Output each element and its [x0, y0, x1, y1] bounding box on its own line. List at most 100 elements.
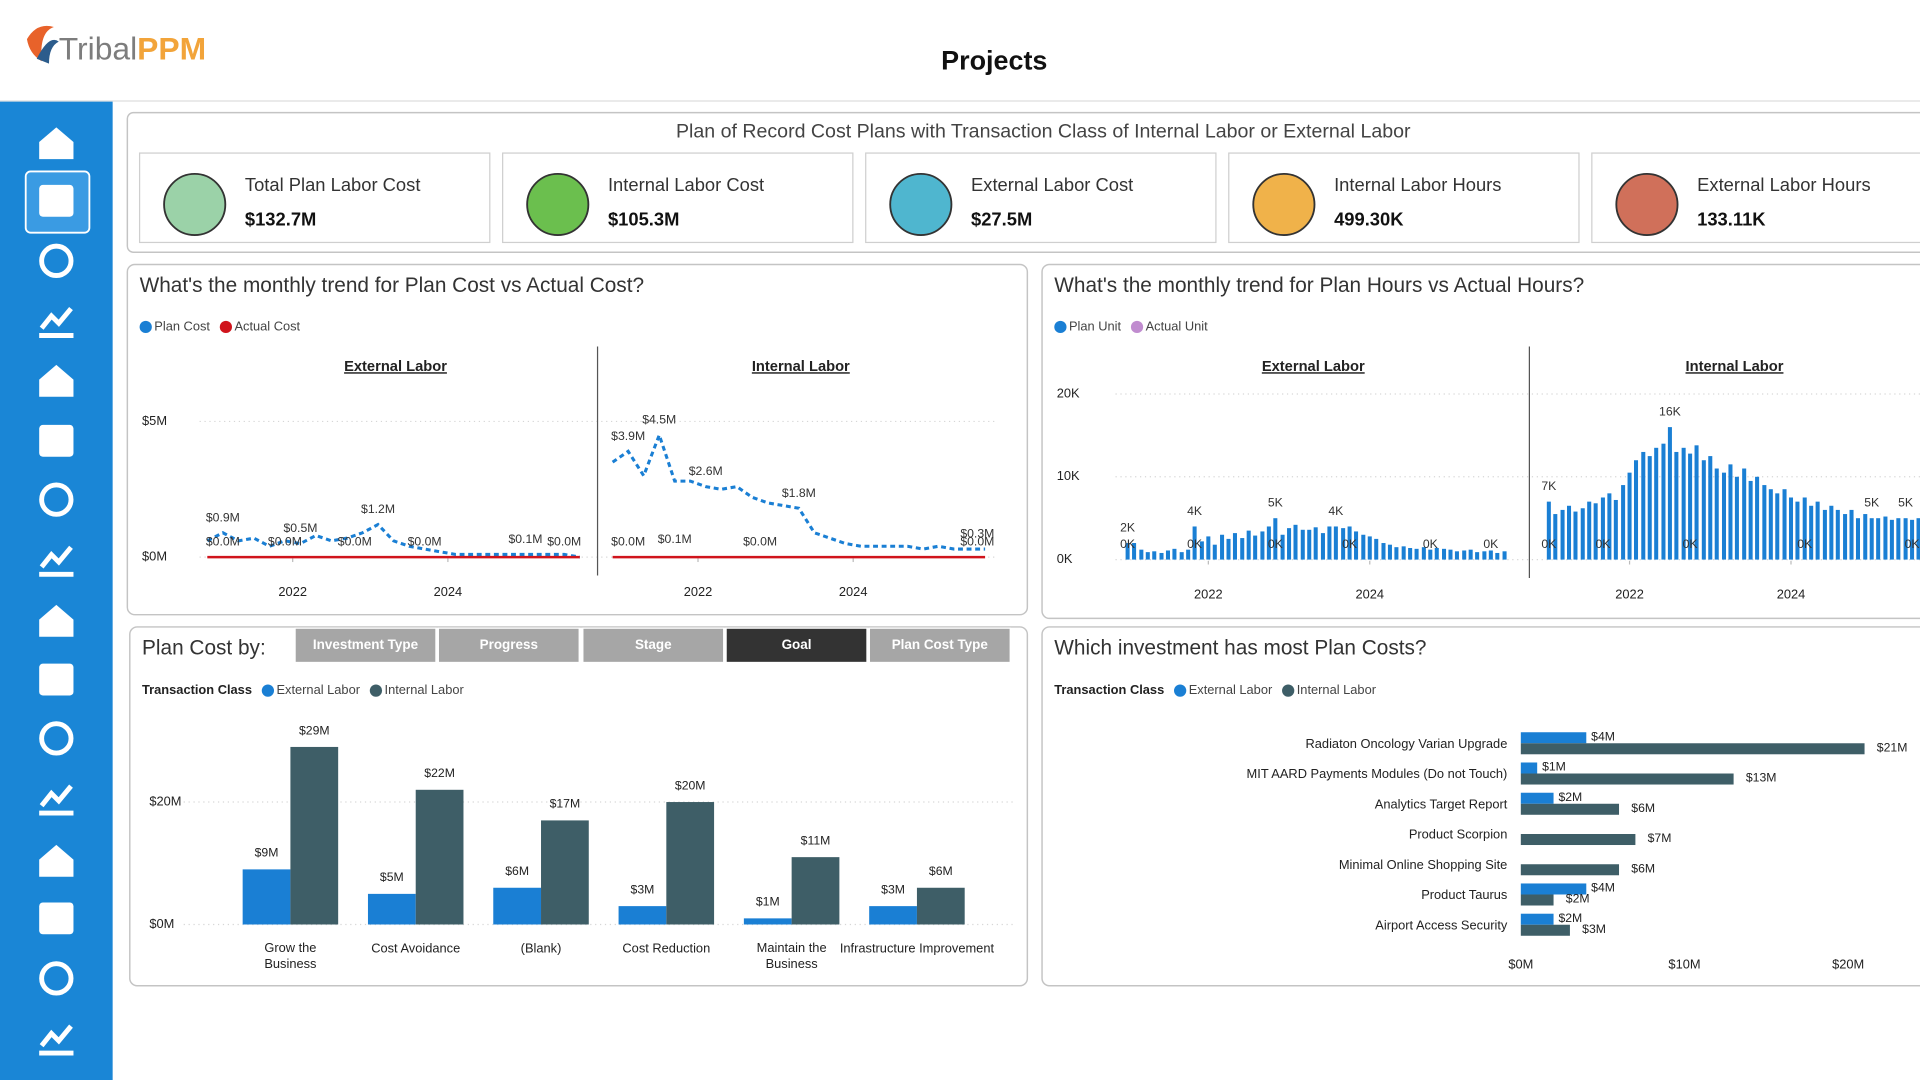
tab[interactable] [582, 627, 725, 664]
logo[interactable]: TribalPPM [26, 25, 206, 67]
bar [1822, 509, 1827, 560]
bar [1313, 527, 1318, 560]
data-label: 16K [1659, 405, 1682, 419]
data-label: $29M [299, 723, 330, 737]
nav-icon[interactable] [39, 844, 74, 877]
nav-icon[interactable] [39, 663, 74, 696]
bar [1855, 518, 1861, 560]
icon-shape [39, 545, 74, 577]
kpi-value: 499.30K [1334, 208, 1404, 229]
bar [1206, 536, 1211, 560]
nav-icon[interactable] [39, 961, 74, 996]
icon-shape [39, 1024, 74, 1056]
data-label: 0K [1541, 537, 1557, 551]
y-tick-label: $0M [149, 916, 174, 931]
nav-icon[interactable] [39, 721, 74, 756]
data-label: 4K [1328, 504, 1344, 518]
tab-label[interactable]: Goal [782, 637, 812, 652]
kpi-icon [1615, 172, 1679, 237]
header [0, 0, 1920, 101]
bar [1394, 547, 1399, 560]
tab[interactable] [437, 627, 580, 664]
bar [1688, 453, 1693, 560]
data-label: $4.5M [642, 413, 676, 427]
kpi-value: 133.11K [1697, 208, 1766, 229]
page-title: Projects [941, 46, 1047, 76]
tab[interactable] [868, 627, 1011, 664]
bar [1253, 535, 1258, 560]
bar [1226, 538, 1231, 560]
x-tick-label: 2024 [1777, 586, 1806, 601]
data-label: $3M [631, 882, 655, 896]
bar [1916, 518, 1920, 560]
nav-icon[interactable] [39, 1024, 74, 1056]
x-tick-label: 2022 [1194, 586, 1223, 601]
kpi-icon [163, 172, 227, 237]
bar [1587, 501, 1592, 560]
x-tick-label: Grow the Business [264, 940, 316, 971]
x-tick-label: Maintain the Business [757, 940, 827, 971]
data-label: $7M [1648, 831, 1672, 845]
nav-icon[interactable] [39, 604, 74, 637]
nav-icon[interactable] [39, 424, 74, 457]
bar [1165, 550, 1170, 560]
bar [1434, 548, 1439, 560]
nav-icon[interactable] [39, 545, 74, 577]
nav-icon[interactable] [39, 307, 74, 338]
bar [1667, 427, 1672, 560]
legend-swatch [219, 320, 233, 334]
data-label: $0.0M [408, 535, 442, 549]
bar [1714, 468, 1719, 560]
data-label: $2.6M [689, 464, 723, 478]
bar [1212, 544, 1217, 560]
bar [1889, 519, 1894, 560]
kpi-label: Total Plan Labor Cost [245, 174, 421, 195]
nav-icon[interactable] [39, 482, 74, 517]
data-label: 0K [1797, 537, 1813, 551]
nav-icon[interactable] [39, 902, 74, 935]
legend-swatch [261, 684, 275, 697]
nav-icon[interactable] [39, 784, 74, 816]
bar [1495, 552, 1500, 560]
data-label: $1M [1542, 760, 1566, 774]
bar [1520, 883, 1587, 895]
bar [1320, 533, 1325, 560]
facet-title: Internal Labor [752, 359, 850, 375]
tab-label[interactable]: Plan Cost Type [892, 637, 989, 652]
nav-icon[interactable] [39, 184, 74, 217]
data-label: $0.0M [611, 535, 645, 549]
x-tick-label: 2024 [1355, 586, 1384, 601]
bar [242, 869, 291, 925]
tab-label[interactable]: Stage [635, 637, 672, 652]
bar [1354, 531, 1359, 560]
tab[interactable] [725, 627, 868, 664]
bar [1795, 501, 1800, 560]
nav-icon[interactable] [39, 243, 74, 278]
nav-icon[interactable] [39, 364, 74, 397]
facet-title: External Labor [344, 359, 447, 375]
bar [1414, 548, 1419, 560]
y-tick-label: Analytics Target Report [1375, 796, 1508, 811]
legend-swatch [1282, 684, 1295, 697]
bar [1674, 451, 1679, 560]
bar [1607, 493, 1612, 560]
y-tick-label: $5M [142, 413, 167, 428]
y-tick-label: Radiaton Oncology Varian Upgrade [1306, 736, 1508, 751]
bar [1520, 894, 1554, 906]
bar [1448, 549, 1453, 560]
tab-label[interactable]: Progress [480, 637, 538, 652]
nav-icon[interactable] [39, 127, 74, 160]
data-label: $5M [380, 870, 404, 884]
data-label: 5K [1268, 496, 1284, 510]
tab-label[interactable]: Investment Type [313, 637, 419, 652]
logo-main: Tribal [59, 31, 137, 67]
bar [1560, 509, 1565, 560]
legend-title: Transaction Class [1054, 682, 1164, 697]
data-label: $0.5M [283, 521, 317, 535]
bar [1442, 548, 1447, 560]
x-tick-label: Cost Reduction [622, 940, 710, 955]
bar [1488, 550, 1493, 560]
x-tick-label: Cost Avoidance [371, 940, 460, 955]
kpi-icon [1252, 172, 1316, 237]
tab[interactable] [294, 627, 437, 664]
